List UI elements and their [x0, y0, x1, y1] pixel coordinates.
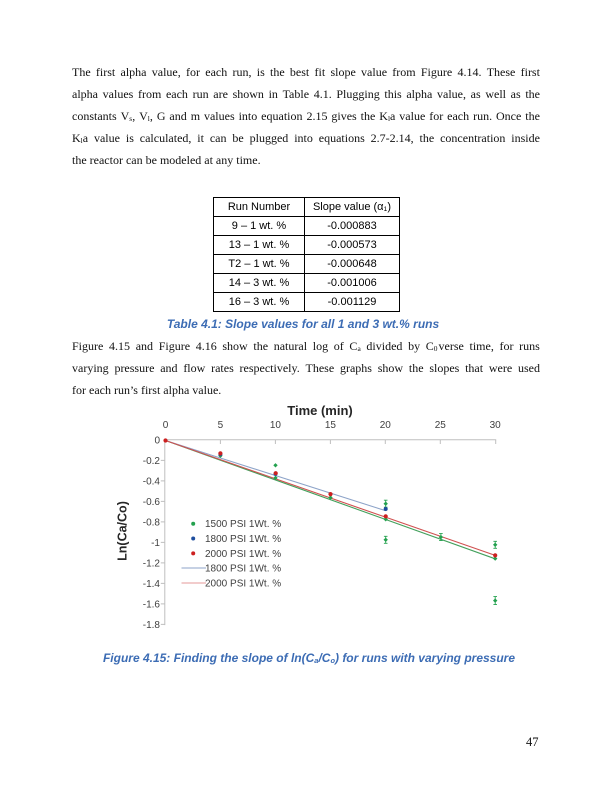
svg-text:-0.4: -0.4 — [143, 476, 161, 487]
svg-text:15: 15 — [325, 420, 337, 431]
svg-text:2000 PSI 1Wt. %: 2000 PSI 1Wt. % — [205, 579, 281, 590]
svg-text:2000 PSI 1Wt. %: 2000 PSI 1Wt. % — [205, 549, 281, 560]
svg-text:0: 0 — [163, 420, 169, 431]
svg-text:-0.6: -0.6 — [143, 497, 161, 508]
svg-text:10: 10 — [270, 420, 282, 431]
svg-text:1500 PSI 1Wt. %: 1500 PSI 1Wt. % — [205, 519, 281, 530]
svg-text:-1.2: -1.2 — [143, 558, 161, 569]
svg-text:-1.4: -1.4 — [143, 579, 161, 590]
svg-text:5: 5 — [218, 420, 224, 431]
svg-text:1800 PSI 1Wt. %: 1800 PSI 1Wt. % — [205, 534, 281, 545]
svg-text:-1: -1 — [151, 538, 160, 549]
svg-text:-0.2: -0.2 — [143, 456, 161, 467]
svg-text:1800 PSI 1Wt. %: 1800 PSI 1Wt. % — [205, 564, 281, 575]
svg-text:Ln(Ca/Co): Ln(Ca/Co) — [116, 501, 130, 561]
svg-text:20: 20 — [380, 420, 392, 431]
svg-text:-0.8: -0.8 — [143, 517, 161, 528]
svg-text:-1.6: -1.6 — [143, 599, 161, 610]
svg-text:Time (min): Time (min) — [287, 403, 353, 418]
svg-text:0: 0 — [154, 435, 160, 446]
svg-text:-1.8: -1.8 — [143, 620, 161, 631]
svg-text:30: 30 — [490, 420, 502, 431]
svg-text:25: 25 — [435, 420, 447, 431]
